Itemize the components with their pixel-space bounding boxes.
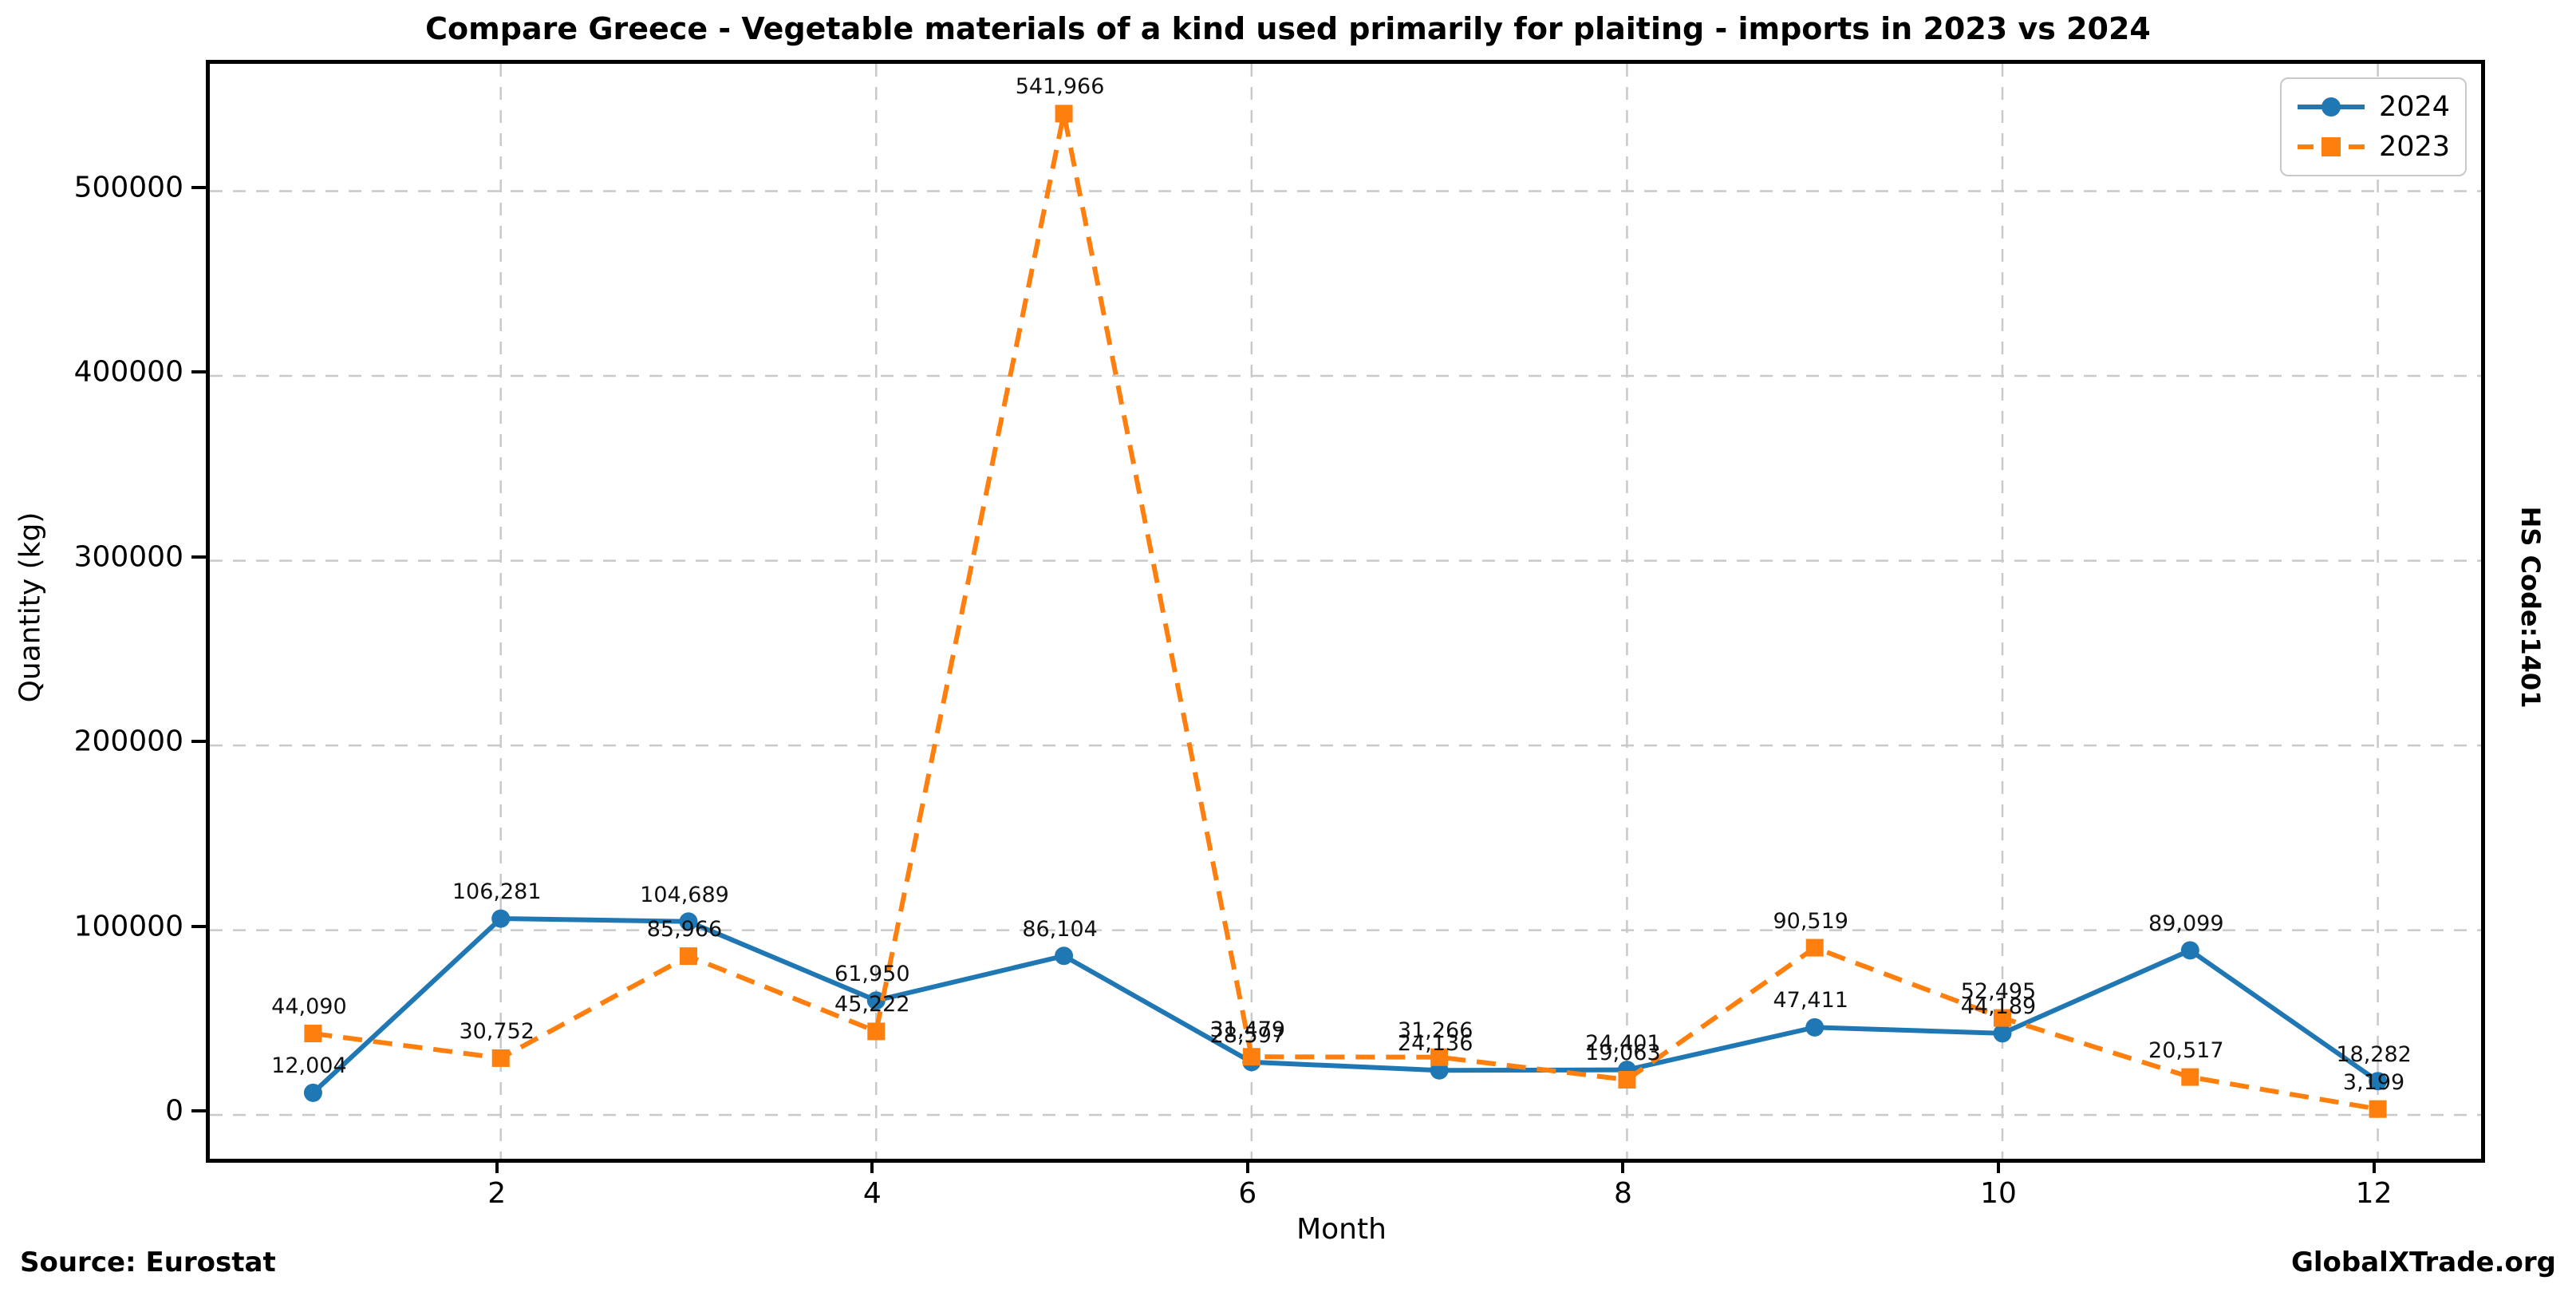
data-point-2023 — [304, 1025, 322, 1043]
legend-dash-square-icon — [2298, 137, 2365, 157]
x-axis-title: Month — [1296, 1213, 1387, 1246]
data-point-label-2024: 86,104 — [1022, 916, 1098, 942]
data-point-label-2023: 19,063 — [1585, 1040, 1661, 1065]
data-point-2023 — [491, 1049, 510, 1067]
y-tick-label: 100000 — [73, 910, 183, 943]
legend-label-2024: 2024 — [2379, 90, 2451, 123]
data-point-label-2024: 28,597 — [1209, 1022, 1286, 1048]
plot-area — [206, 60, 2485, 1163]
data-point-2023 — [679, 947, 697, 966]
x-tick-mark — [2372, 1159, 2376, 1173]
y-tick-label: 500000 — [73, 171, 183, 204]
data-point-label-2023: 541,966 — [1015, 74, 1105, 100]
series-line-2024 — [311, 916, 2380, 1095]
data-point-label-2023: 3,199 — [2342, 1069, 2405, 1095]
data-point-label-2023: 85,966 — [646, 917, 723, 942]
y-tick-label: 400000 — [73, 355, 183, 389]
legend-entry-2023: 2023 — [2282, 131, 2465, 163]
x-tick-label: 4 — [862, 1177, 882, 1210]
chart-canvas — [210, 64, 2481, 1159]
data-point-2024 — [2180, 941, 2199, 960]
data-point-2024 — [1993, 1024, 2012, 1043]
data-point-label-2024: 106,281 — [452, 879, 542, 905]
data-point-label-2023: 45,222 — [834, 992, 910, 1017]
data-point-2024 — [1805, 1017, 1825, 1037]
data-point-label-2024: 12,004 — [271, 1053, 347, 1079]
series-line-2023 — [313, 113, 2379, 1112]
chart-title: Compare Greece - Vegetable materials of … — [425, 11, 2151, 46]
data-point-2023 — [1994, 1009, 2012, 1027]
x-tick-mark — [1997, 1159, 2000, 1173]
data-point-2023 — [1430, 1048, 1449, 1066]
y-tick-label: 200000 — [73, 725, 183, 758]
data-point-2023 — [1618, 1070, 1636, 1089]
x-tick-label: 2 — [487, 1177, 507, 1210]
legend-label-2023: 2023 — [2379, 131, 2451, 164]
x-tick-mark — [1621, 1159, 1625, 1173]
data-point-label-2023: 44,090 — [271, 994, 347, 1020]
data-point-label-2024: 18,282 — [2336, 1041, 2412, 1067]
data-point-2024 — [2369, 1072, 2388, 1091]
data-point-2023 — [1242, 1048, 1260, 1066]
data-point-2024 — [866, 991, 886, 1010]
data-point-label-2023: 90,519 — [1773, 908, 1848, 934]
data-point-label-2023: 20,517 — [2148, 1037, 2224, 1063]
data-point-2023 — [1055, 105, 1073, 123]
legend: 2024 2023 — [2280, 77, 2467, 176]
y-axis-title: Quantity (kg) — [14, 512, 47, 703]
hs-code-label: HS Code:1401 — [2515, 506, 2546, 709]
y-tick-mark — [191, 185, 206, 189]
data-point-2024 — [679, 912, 698, 931]
y-tick-mark — [191, 370, 206, 374]
x-tick-label: 6 — [1238, 1177, 1257, 1210]
data-point-label-2023: 31,266 — [1397, 1017, 1473, 1043]
legend-line-circle-icon — [2298, 97, 2365, 117]
data-point-label-2023: 52,495 — [1960, 978, 2037, 1004]
y-tick-mark — [191, 555, 206, 559]
data-point-label-2023: 31,479 — [1209, 1017, 1286, 1043]
data-point-2024 — [491, 909, 511, 928]
data-point-2024 — [303, 1083, 322, 1102]
y-tick-label: 300000 — [73, 540, 183, 574]
brand-note: GlobalXTrade.org — [2290, 1247, 2556, 1278]
x-tick-label: 10 — [1980, 1177, 2017, 1210]
data-point-2024 — [1055, 946, 1074, 966]
data-point-2023 — [2181, 1068, 2199, 1086]
x-tick-mark — [870, 1159, 874, 1173]
y-tick-mark — [191, 1109, 206, 1113]
data-point-label-2024: 24,136 — [1397, 1031, 1473, 1057]
data-point-2023 — [867, 1022, 886, 1041]
data-point-label-2024: 44,189 — [1960, 994, 2037, 1019]
data-point-2023 — [2369, 1100, 2387, 1118]
x-tick-label: 8 — [1613, 1177, 1632, 1210]
data-point-label-2023: 30,752 — [459, 1018, 535, 1044]
data-point-label-2024: 61,950 — [834, 961, 910, 986]
x-tick-mark — [495, 1159, 499, 1173]
data-point-label-2024: 104,689 — [640, 882, 729, 907]
legend-entry-2024: 2024 — [2282, 91, 2465, 123]
y-tick-label: 0 — [165, 1094, 183, 1128]
x-tick-mark — [1245, 1159, 1249, 1173]
data-point-2023 — [1805, 938, 1824, 957]
data-point-label-2024: 47,411 — [1773, 988, 1848, 1013]
y-tick-mark — [191, 740, 206, 744]
source-note: Source: Eurostat — [20, 1247, 276, 1278]
data-point-label-2024: 89,099 — [2148, 911, 2224, 936]
x-tick-label: 12 — [2355, 1177, 2393, 1210]
y-tick-mark — [191, 924, 206, 928]
data-point-label-2024: 24,401 — [1585, 1030, 1661, 1056]
